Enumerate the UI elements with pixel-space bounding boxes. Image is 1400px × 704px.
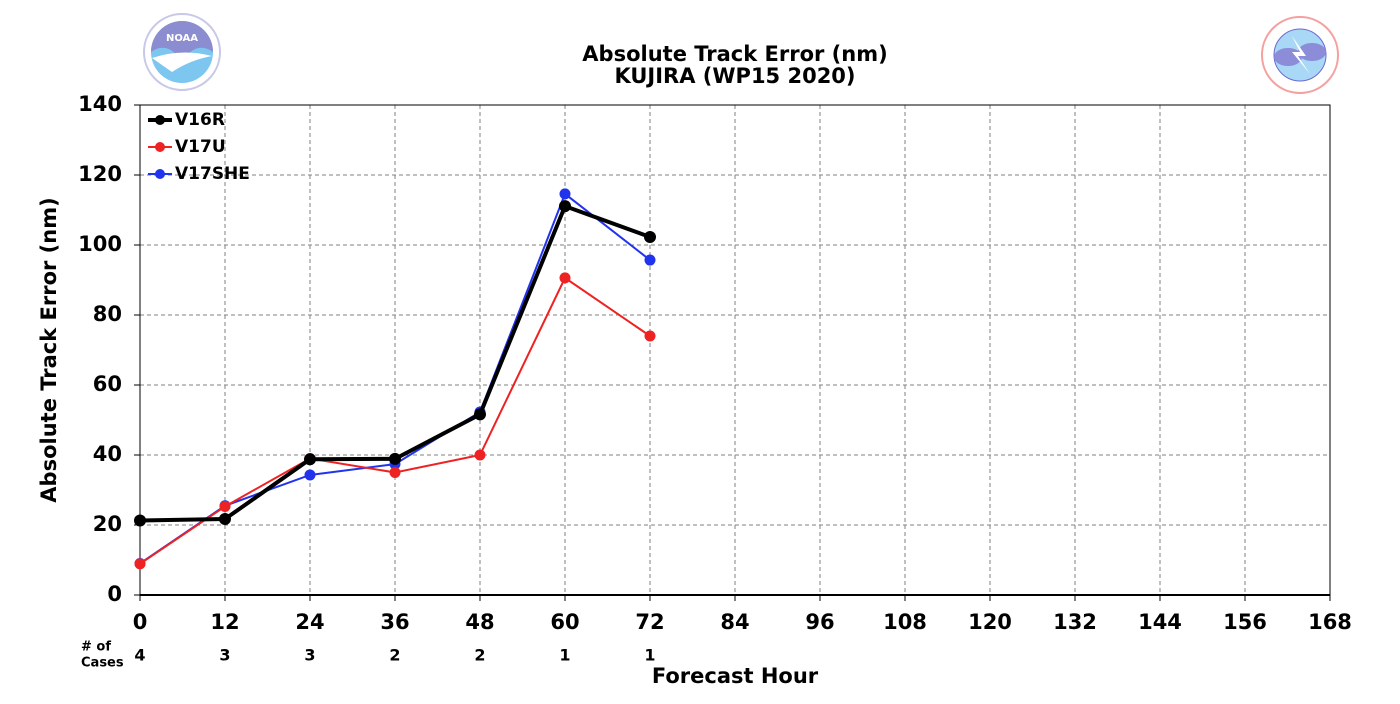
legend-label: V17U (175, 137, 226, 157)
x-tick-label: 60 (550, 610, 579, 634)
chart-title: Absolute Track Error (nm) (582, 42, 887, 66)
x-tick-label: 48 (465, 610, 494, 634)
data-point (559, 272, 571, 284)
y-tick-label: 20 (93, 512, 122, 536)
case-count: 1 (644, 646, 655, 665)
legend-label: V16R (175, 110, 225, 130)
x-axis-label: Forecast Hour (652, 664, 819, 688)
data-point (389, 452, 401, 465)
data-point (559, 200, 571, 213)
data-point (219, 500, 231, 512)
x-tick-label: 12 (210, 610, 239, 634)
y-tick-label: 100 (78, 232, 122, 256)
y-tick-label: 0 (107, 582, 122, 606)
data-point (134, 514, 146, 527)
data-point (644, 254, 656, 266)
x-tick-label: 0 (133, 610, 148, 634)
x-tick-label: 120 (968, 610, 1012, 634)
y-tick-label: 120 (78, 162, 122, 186)
chart-subtitle: KUJIRA (WP15 2020) (614, 64, 855, 88)
legend-label: V17SHE (175, 164, 250, 184)
x-tick-label: 108 (883, 610, 927, 634)
x-tick-label: 72 (635, 610, 664, 634)
case-count: 2 (474, 646, 485, 665)
noaa-logo-mark: NOAA (166, 33, 198, 44)
y-tick-label: 40 (93, 442, 122, 466)
data-point (219, 513, 231, 526)
nws-logo (1261, 16, 1339, 94)
legend-swatch (155, 169, 165, 179)
x-tick-label: 96 (805, 610, 834, 634)
case-count: 4 (134, 646, 145, 665)
data-point (134, 558, 146, 570)
noaa-logo: NOAA (143, 13, 221, 91)
data-point (304, 453, 316, 466)
case-count: 1 (559, 646, 570, 665)
data-point (644, 230, 656, 243)
y-axis-label: Absolute Track Error (nm) (37, 197, 61, 502)
x-tick-label: 36 (380, 610, 409, 634)
case-count: 3 (219, 646, 230, 665)
x-tick-label: 156 (1223, 610, 1267, 634)
x-tick-label: 168 (1308, 610, 1352, 634)
series (134, 200, 656, 527)
data-point (474, 408, 486, 421)
y-tick-label: 60 (93, 372, 122, 396)
cases-label: # of (81, 640, 111, 655)
x-tick-label: 144 (1138, 610, 1182, 634)
data-point (559, 188, 571, 200)
legend-swatch (155, 115, 165, 125)
x-tick-label: 24 (295, 610, 324, 634)
x-tick-label: 132 (1053, 610, 1097, 634)
data-point (474, 449, 486, 461)
data-point (644, 330, 656, 342)
cases-label: Cases (81, 656, 124, 671)
case-count: 2 (389, 646, 400, 665)
x-tick-label: 84 (720, 610, 749, 634)
y-tick-label: 80 (93, 302, 122, 326)
data-point (304, 469, 316, 481)
case-count: 3 (304, 646, 315, 665)
legend-swatch (155, 142, 165, 152)
y-tick-label: 140 (78, 92, 122, 116)
data-point (389, 467, 401, 478)
